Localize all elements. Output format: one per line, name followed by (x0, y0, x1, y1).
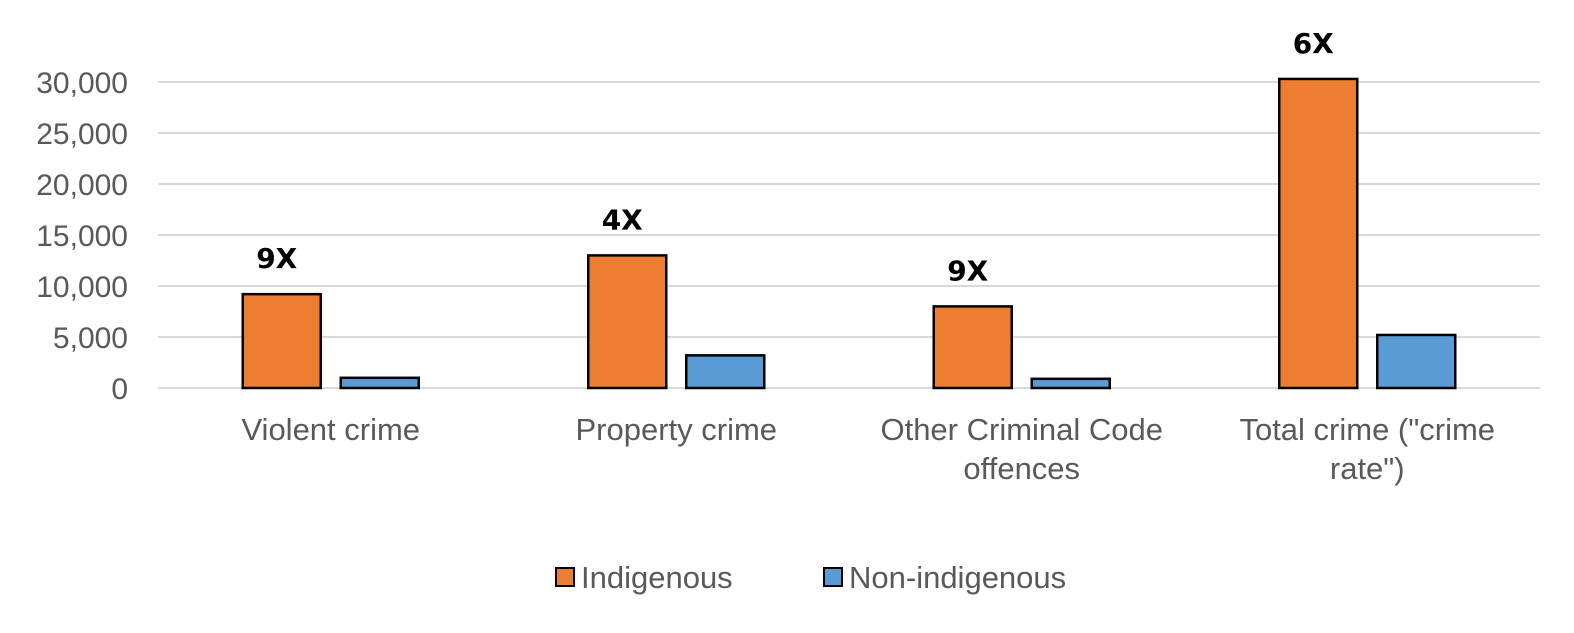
x-category-label: rate") (1330, 451, 1405, 486)
y-tick-label: 30,000 (36, 67, 128, 100)
bar-non-indigenous (685, 354, 766, 390)
y-tick-label: 10,000 (36, 271, 128, 304)
ratio-annotation: 9X (947, 254, 988, 287)
y-tick-label: 0 (111, 373, 128, 406)
legend-swatch-non-indigenous (823, 567, 843, 587)
ratio-annotation: 4X (602, 203, 643, 236)
legend: Indigenous Non-indigenous (555, 560, 1066, 595)
ratio-annotation: 9X (256, 242, 297, 275)
bar-non-indigenous (339, 376, 420, 390)
legend-swatch-indigenous (555, 567, 575, 587)
legend-label: Indigenous (581, 560, 733, 595)
x-axis-categories: Violent crime Property crime Other Crimina… (241, 412, 1495, 486)
x-category-label: Violent crime (241, 412, 420, 447)
x-category-label: Property crime (575, 412, 777, 447)
bar-indigenous (932, 305, 1013, 390)
ratio-annotations: 9X 4X 9X 6X (256, 27, 1334, 287)
x-category-label: offences (963, 451, 1080, 486)
bar-indigenous (587, 254, 668, 390)
x-category-label: Other Criminal Code (880, 412, 1163, 447)
y-tick-label: 5,000 (53, 322, 128, 355)
bar-non-indigenous (1376, 333, 1457, 390)
gridlines (158, 81, 1540, 389)
y-tick-label: 25,000 (36, 118, 128, 151)
bar-non-indigenous (1030, 377, 1111, 390)
legend-label: Non-indigenous (849, 560, 1066, 595)
y-axis-ticks: 0 5,000 10,000 15,000 20,000 25,000 30,000 (36, 67, 128, 406)
bar-indigenous (1278, 77, 1359, 390)
bar-indigenous (241, 292, 322, 390)
x-category-label: Total crime ("crime (1239, 412, 1495, 447)
y-tick-label: 20,000 (36, 169, 128, 202)
y-tick-label: 15,000 (36, 220, 128, 253)
bars (241, 77, 1457, 390)
ratio-annotation: 6X (1293, 27, 1334, 60)
